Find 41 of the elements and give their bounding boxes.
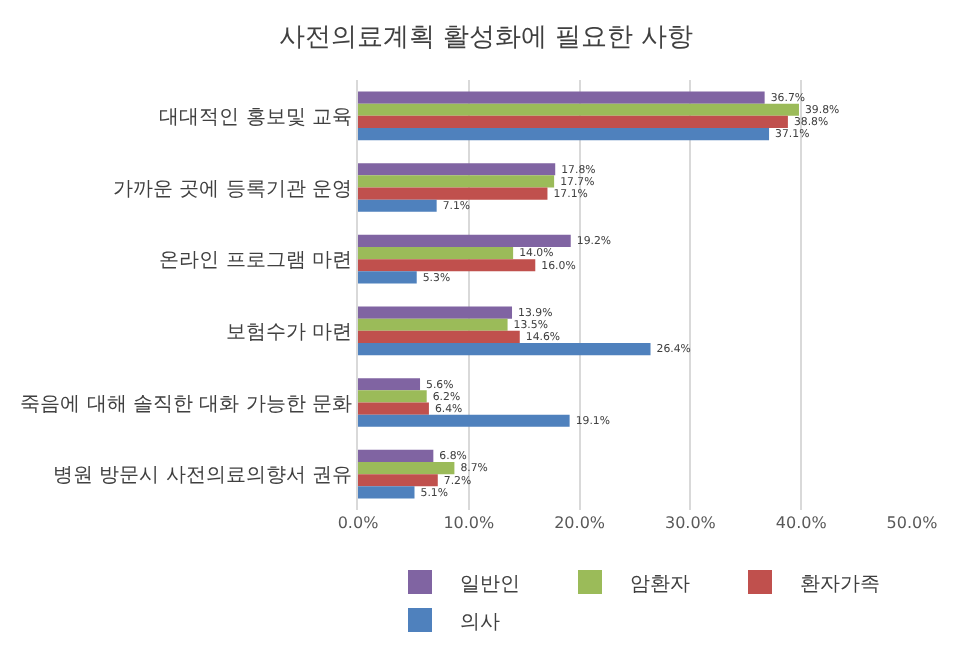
bar: [358, 402, 429, 415]
bar: [358, 378, 421, 391]
bar: [358, 414, 570, 427]
legend-label: 암환자: [630, 573, 690, 596]
x-tick-label: 20.0%: [554, 514, 606, 532]
bar: [358, 318, 508, 331]
bar: [358, 461, 455, 475]
bar: [358, 91, 765, 104]
y-tick-label: 병원 방문시 사전의료의향서 권유: [52, 465, 352, 488]
bar: [358, 115, 788, 129]
bar: [358, 449, 434, 462]
y-tick-label: 온라인 프로그램 마련: [159, 250, 352, 273]
legend-label: 환자가족: [800, 573, 880, 596]
bar: [358, 234, 571, 247]
bar: [358, 330, 520, 344]
y-tick-label: 가까운 곳에 등록기관 운영: [112, 178, 352, 201]
chart-title: 사전의료계획 활성화에 필요한 사항: [278, 22, 694, 53]
legend-label: 의사: [460, 611, 500, 634]
legend-label: 일반인: [460, 573, 520, 596]
y-tick-label: 보험수가 마련: [225, 321, 352, 344]
bar: [358, 259, 536, 272]
bar: [358, 103, 799, 116]
bar: [358, 163, 556, 176]
bar: [358, 343, 651, 356]
bar: [358, 187, 548, 200]
y-tick-label: 죽음에 대해 솔직한 대화 가능한 문화: [20, 393, 352, 416]
bar: [358, 271, 417, 284]
bar: [358, 306, 513, 319]
x-tick-label: 0.0%: [337, 514, 380, 532]
bar: [358, 474, 438, 487]
bar: [358, 199, 437, 212]
bar: [358, 390, 427, 403]
x-tick-label: 10.0%: [443, 514, 495, 532]
x-tick-label: 40.0%: [775, 514, 828, 532]
bar: [358, 128, 770, 141]
bar: [358, 246, 514, 260]
y-tick-label: 대대적인 홍보및 교육: [159, 106, 352, 129]
x-tick-label: 30.0%: [664, 514, 717, 532]
bar: [358, 175, 555, 188]
bar: [358, 486, 415, 499]
x-tick-label: 50.0%: [886, 514, 939, 532]
